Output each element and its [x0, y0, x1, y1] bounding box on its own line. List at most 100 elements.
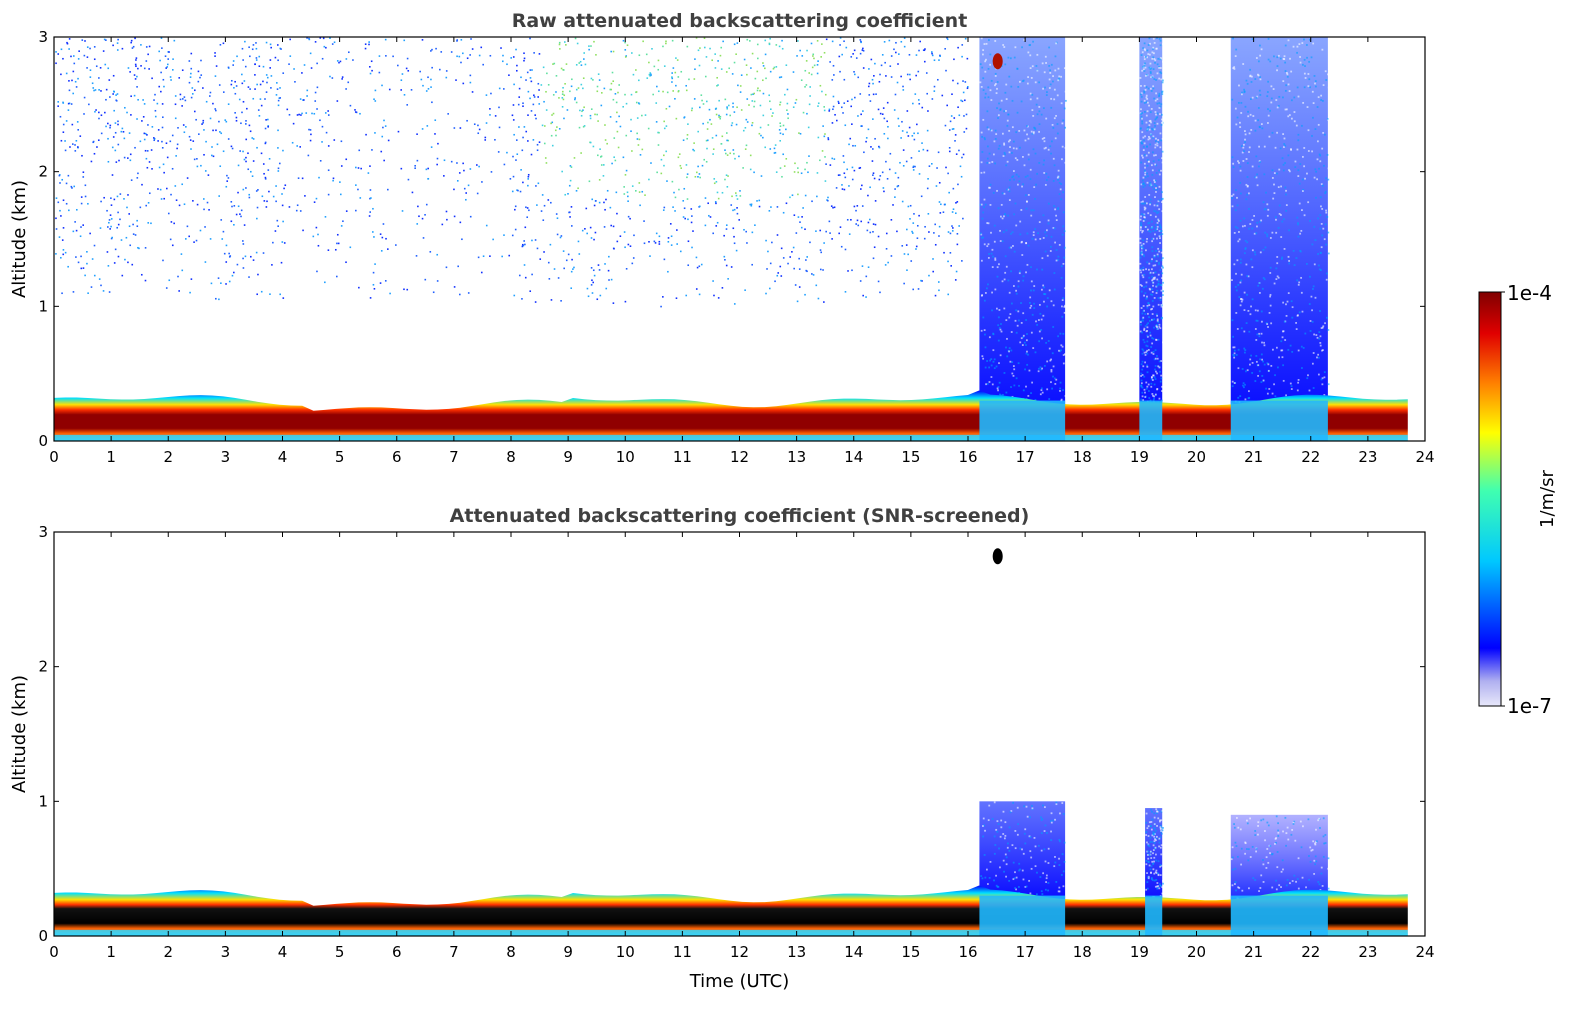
x-tick-label: 9 [563, 448, 573, 466]
noise-point [957, 46, 959, 49]
noise-point [964, 37, 967, 40]
cloud-speckle [1017, 362, 1020, 365]
noise-point [824, 156, 826, 158]
cloud-speckle [1022, 183, 1024, 186]
noise-point [613, 156, 615, 159]
cloud-speckle [1047, 862, 1050, 864]
noise-point [580, 64, 583, 66]
cloud-speckle [1006, 160, 1009, 163]
cloud-speckle [1153, 318, 1156, 321]
cloud-speckle [1032, 131, 1035, 133]
cloud-speckle [1007, 214, 1009, 217]
noise-point [697, 130, 699, 133]
cloud-speckle [1238, 101, 1240, 104]
cloud-speckle [1295, 124, 1298, 127]
cloud-speckle [1244, 247, 1247, 249]
cloud-speckle [1143, 55, 1146, 58]
noise-point [355, 166, 357, 169]
noise-point [132, 45, 135, 48]
cloud-speckle [1299, 250, 1302, 253]
noise-point [104, 63, 107, 66]
noise-point [920, 279, 922, 282]
noise-point [482, 63, 484, 66]
cloud-speckle [1240, 192, 1242, 195]
noise-point [677, 76, 680, 78]
cloud-speckle [986, 383, 989, 385]
noise-point [604, 208, 606, 211]
noise-point [649, 72, 652, 74]
cloud-speckle [1058, 890, 1061, 893]
noise-point [593, 274, 596, 277]
cloud-speckle [1316, 106, 1319, 108]
cloud-speckle [1275, 231, 1278, 234]
noise-point [918, 49, 920, 52]
cloud-speckle [1231, 195, 1233, 197]
noise-point [136, 225, 139, 228]
noise-point [369, 165, 371, 167]
noise-point [57, 101, 60, 103]
cloud-speckle [1159, 296, 1162, 299]
noise-point [937, 281, 940, 283]
noise-point [598, 179, 601, 181]
noise-point [706, 147, 708, 150]
noise-point [800, 172, 803, 175]
noise-point [590, 237, 593, 239]
cloud-speckle [989, 860, 992, 863]
cloud-speckle [1143, 142, 1146, 145]
noise-point [62, 57, 64, 60]
noise-point [242, 257, 244, 260]
cloud-speckle [1159, 242, 1161, 244]
noise-point [581, 110, 583, 113]
cloud-speckle [1255, 57, 1258, 59]
noise-point [957, 106, 959, 109]
noise-point [181, 105, 183, 107]
noise-point [116, 42, 119, 44]
cloud-speckle [1280, 214, 1282, 216]
noise-point [797, 40, 799, 42]
cloud-speckle [1030, 304, 1033, 307]
noise-point [612, 302, 615, 304]
noise-point [340, 140, 343, 143]
noise-point [867, 85, 870, 88]
cloud-speckle [1044, 293, 1047, 296]
noise-point [443, 175, 445, 177]
noise-point [884, 264, 887, 266]
cloud-speckle [997, 386, 1000, 388]
noise-point [58, 236, 61, 238]
noise-point [212, 129, 214, 132]
cloud-speckle [984, 346, 987, 349]
cloud-speckle [982, 835, 985, 838]
noise-point [249, 88, 251, 90]
noise-point [687, 123, 689, 125]
noise-point [532, 139, 535, 141]
noise-point [682, 200, 685, 202]
noise-point [329, 75, 331, 78]
cloud-speckle [1161, 265, 1164, 268]
noise-point [256, 83, 258, 86]
x-tick-label: 15 [901, 448, 920, 466]
cloud-speckle [1281, 336, 1284, 339]
cloud-speckle [1025, 319, 1027, 321]
noise-point [792, 71, 795, 73]
noise-point [559, 48, 561, 50]
noise-point [739, 190, 741, 192]
cloud-speckle [1154, 349, 1157, 352]
noise-point [606, 142, 608, 145]
cloud-speckle [982, 53, 984, 56]
cloud-speckle [1142, 136, 1145, 139]
cloud-speckle [990, 79, 993, 82]
noise-point [458, 172, 461, 174]
noise-point [254, 63, 256, 65]
cloud-speckle [1312, 352, 1315, 354]
cloud-speckle [1142, 202, 1145, 205]
cloud-speckle [1239, 219, 1242, 222]
noise-point [527, 178, 529, 180]
noise-point [255, 190, 258, 192]
noise-point [569, 165, 572, 167]
cloud-speckle [992, 255, 994, 258]
cloud-speckle [1140, 382, 1143, 385]
cloud-speckle [1008, 316, 1011, 319]
noise-point [655, 102, 658, 104]
cloud-speckle [1268, 388, 1271, 390]
cloud-speckle [989, 186, 991, 189]
